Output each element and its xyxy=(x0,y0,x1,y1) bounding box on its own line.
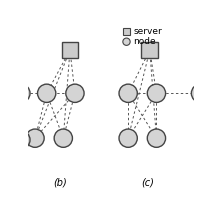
Bar xyxy=(123,28,130,35)
Circle shape xyxy=(66,84,84,102)
Circle shape xyxy=(147,84,166,102)
Circle shape xyxy=(119,129,137,147)
Circle shape xyxy=(12,84,30,102)
Circle shape xyxy=(119,84,137,102)
Circle shape xyxy=(191,84,210,102)
Bar xyxy=(141,42,158,58)
Text: server: server xyxy=(133,27,162,36)
Circle shape xyxy=(54,129,72,147)
Circle shape xyxy=(147,129,166,147)
Text: node: node xyxy=(133,37,156,46)
Circle shape xyxy=(38,84,56,102)
Text: (c): (c) xyxy=(141,177,154,187)
Bar xyxy=(62,42,78,58)
Circle shape xyxy=(26,129,44,147)
Circle shape xyxy=(12,131,30,149)
Text: (b): (b) xyxy=(53,177,67,187)
Circle shape xyxy=(123,38,130,45)
